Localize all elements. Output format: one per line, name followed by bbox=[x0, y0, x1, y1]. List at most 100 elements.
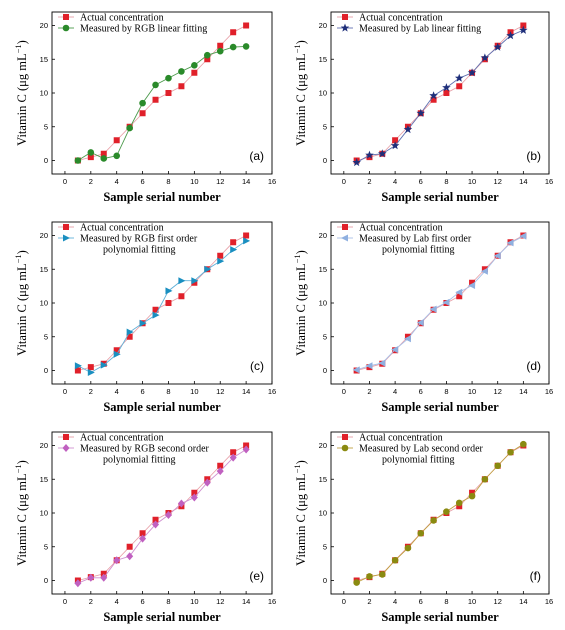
y-tick-label: 10 bbox=[40, 509, 48, 518]
legend-label: Actual concentration bbox=[359, 13, 443, 24]
legend-marker bbox=[63, 14, 69, 20]
data-point bbox=[456, 83, 463, 90]
x-tick-label: 16 bbox=[545, 177, 553, 186]
data-point bbox=[100, 573, 108, 582]
data-point bbox=[204, 56, 211, 63]
x-tick-label: 10 bbox=[190, 177, 198, 186]
x-tick-label: 8 bbox=[444, 597, 448, 606]
data-point bbox=[243, 232, 250, 239]
data-point bbox=[216, 467, 224, 476]
x-tick-label: 0 bbox=[342, 597, 346, 606]
x-tick-label: 8 bbox=[166, 387, 170, 396]
data-point bbox=[417, 529, 425, 537]
data-point bbox=[178, 293, 185, 300]
legend-label: Measured by Lab linear fitting bbox=[359, 24, 481, 35]
data-point bbox=[113, 152, 121, 160]
data-point bbox=[378, 571, 386, 578]
data-point bbox=[242, 43, 250, 50]
data-point bbox=[390, 141, 400, 150]
data-point bbox=[480, 53, 490, 62]
chart-panel-d: 0 2 4 6 8 10 12 14 16 0 5 10 15 20 Sample serial numbe… bbox=[292, 221, 553, 414]
x-tick-label: 6 bbox=[141, 177, 145, 186]
legend-marker bbox=[62, 24, 70, 32]
data-point bbox=[506, 239, 514, 247]
data-point bbox=[456, 293, 463, 300]
x-axis-title: Sample serial number bbox=[381, 610, 499, 624]
data-point bbox=[217, 42, 224, 49]
y-tick-label: 20 bbox=[40, 21, 48, 30]
data-point bbox=[74, 157, 82, 164]
data-point bbox=[520, 22, 527, 29]
series-2 bbox=[352, 232, 527, 374]
x-tick-label: 16 bbox=[545, 597, 553, 606]
legend-marker bbox=[340, 23, 350, 32]
y-axis-title: Vitamin C (μg mL−1) bbox=[292, 250, 308, 356]
data-point bbox=[493, 252, 501, 260]
chart-panel-c: 0 2 4 6 8 10 12 14 16 0 5 10 15 20 Sample serial numbe… bbox=[13, 221, 276, 414]
data-point bbox=[152, 306, 159, 313]
data-point bbox=[229, 453, 237, 462]
data-point bbox=[165, 287, 173, 295]
panel-label: (e) bbox=[249, 569, 264, 583]
x-axis-title: Sample serial number bbox=[381, 190, 499, 204]
data-point bbox=[100, 361, 108, 369]
y-tick-label: 15 bbox=[40, 475, 48, 484]
data-point bbox=[469, 279, 476, 286]
x-tick-label: 6 bbox=[141, 597, 145, 606]
data-point bbox=[87, 154, 94, 161]
x-tick-label: 14 bbox=[242, 387, 250, 396]
x-axis-title: Sample serial number bbox=[103, 190, 221, 204]
data-point bbox=[455, 288, 463, 296]
data-point bbox=[139, 534, 147, 543]
chart-panel-e: 0 2 4 6 8 10 12 14 16 0 5 10 15 20 Sample serial numbe… bbox=[13, 431, 276, 624]
legend-label: Measured by RGB linear fitting bbox=[80, 24, 207, 35]
data-point bbox=[191, 69, 198, 76]
legend-marker bbox=[62, 444, 70, 452]
y-tick-label: 15 bbox=[40, 265, 48, 274]
y-tick-label: 20 bbox=[319, 231, 327, 240]
y-tick-label: 0 bbox=[44, 576, 48, 585]
y-tick-label: 15 bbox=[40, 55, 48, 64]
data-point bbox=[113, 350, 121, 358]
x-tick-label: 8 bbox=[444, 387, 448, 396]
data-point bbox=[365, 362, 373, 370]
x-tick-label: 12 bbox=[216, 177, 224, 186]
data-point bbox=[480, 267, 488, 275]
series-2 bbox=[352, 25, 528, 167]
data-point bbox=[204, 265, 212, 273]
legend-marker bbox=[63, 234, 70, 242]
y-tick-label: 20 bbox=[319, 21, 327, 30]
data-point bbox=[100, 150, 107, 157]
data-point bbox=[468, 281, 476, 289]
panel-label: (a) bbox=[249, 149, 264, 163]
legend-label: Actual concentration bbox=[80, 13, 164, 24]
data-point bbox=[378, 149, 387, 158]
data-point bbox=[443, 90, 450, 96]
data-point bbox=[203, 478, 211, 487]
data-point bbox=[481, 475, 489, 483]
x-tick-label: 14 bbox=[242, 597, 250, 606]
data-point bbox=[243, 442, 250, 449]
y-axis-title: Vitamin C (μg mL−1) bbox=[13, 40, 29, 146]
data-point bbox=[178, 277, 186, 285]
data-point bbox=[139, 110, 146, 117]
data-point bbox=[139, 530, 146, 537]
x-tick-label: 8 bbox=[166, 597, 170, 606]
data-point bbox=[165, 90, 172, 96]
y-tick-label: 10 bbox=[319, 299, 327, 308]
x-tick-label: 12 bbox=[216, 597, 224, 606]
data-point bbox=[165, 300, 172, 306]
legend-marker bbox=[342, 434, 348, 440]
x-tick-label: 6 bbox=[419, 177, 423, 186]
legend-label: Actual concentration bbox=[359, 223, 443, 234]
data-point bbox=[191, 279, 198, 286]
data-point bbox=[217, 462, 224, 469]
series-line bbox=[77, 45, 247, 161]
y-tick-label: 5 bbox=[323, 542, 327, 551]
y-tick-label: 5 bbox=[323, 122, 327, 131]
data-point bbox=[442, 298, 450, 306]
data-point bbox=[152, 311, 160, 319]
data-point bbox=[443, 508, 450, 515]
y-tick-label: 0 bbox=[323, 366, 327, 375]
